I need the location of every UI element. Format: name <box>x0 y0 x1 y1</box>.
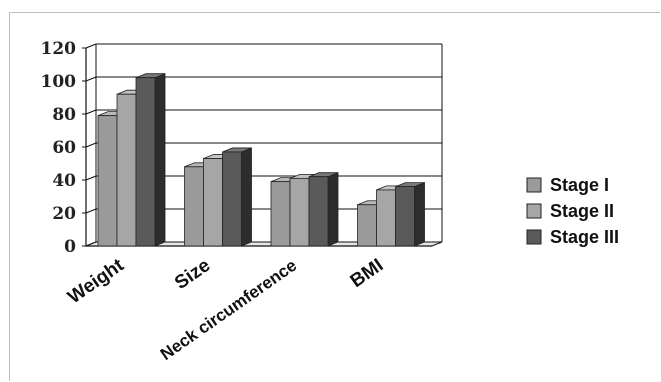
legend-label: Stage III <box>550 227 619 247</box>
y-tick-label: 0 <box>64 237 76 257</box>
bar-side <box>154 73 166 247</box>
y-tick-label: 40 <box>52 171 76 191</box>
gridline-depth <box>85 208 97 214</box>
gridline-depth <box>85 109 97 115</box>
bar-front <box>116 93 137 247</box>
bar-side <box>241 147 252 247</box>
y-tick-label: 60 <box>52 138 76 158</box>
y-tick-label: 20 <box>52 204 76 224</box>
y-tick-label: 100 <box>41 72 77 92</box>
legend-swatch <box>526 229 542 245</box>
bar <box>308 172 339 247</box>
bar-side <box>327 172 339 247</box>
bar-front <box>289 177 310 247</box>
chart-frame <box>9 12 660 381</box>
x-tick-label: Weight <box>64 255 128 309</box>
bar <box>395 182 425 247</box>
bar <box>135 73 166 247</box>
gridline-depth <box>85 43 97 49</box>
gridline-depth <box>85 76 97 82</box>
bar-front <box>270 181 291 247</box>
bar-front <box>357 204 377 247</box>
legend-label: Stage II <box>550 201 614 221</box>
bar-front <box>97 115 118 247</box>
bar-front <box>184 166 204 247</box>
gridline-depth <box>85 175 97 181</box>
y-tick-label: 120 <box>41 39 77 59</box>
bar-front <box>203 158 223 247</box>
bar-front <box>308 176 329 247</box>
x-tick-label: BMI <box>347 255 388 292</box>
legend-swatch <box>526 177 542 193</box>
bar <box>222 147 252 247</box>
legend-swatch <box>526 203 542 219</box>
bar-front <box>395 186 415 247</box>
bar-side <box>414 182 425 247</box>
bar-front <box>222 151 242 247</box>
bar-front <box>135 77 156 247</box>
y-tick-label: 80 <box>52 105 76 125</box>
x-tick-label: Size <box>171 255 214 294</box>
bar-front <box>376 189 396 247</box>
gridline-depth <box>85 142 97 148</box>
legend-label: Stage I <box>550 175 609 195</box>
